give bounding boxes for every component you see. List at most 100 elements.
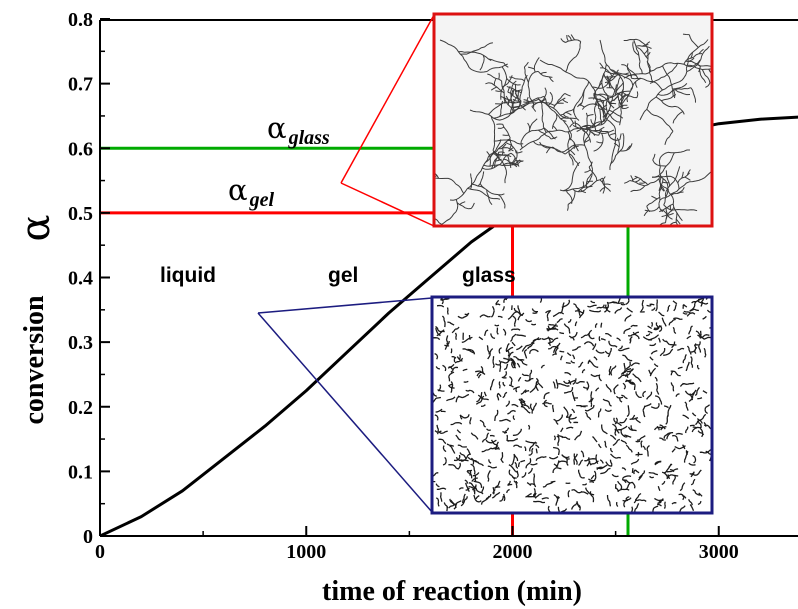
conversion-curve — [100, 115, 798, 536]
gel-branch — [477, 171, 485, 187]
gel-branch — [658, 178, 670, 191]
region-labels: liquid gel glass — [160, 264, 516, 287]
x-axis-title: time of reaction (min) — [322, 576, 582, 607]
gel-branch — [658, 149, 690, 206]
gel-branch — [573, 81, 590, 113]
gel-branch — [633, 40, 643, 74]
gel-branch — [531, 106, 537, 112]
gel-branch — [698, 68, 707, 84]
gel-branch — [527, 70, 539, 101]
gel-branch — [677, 172, 691, 184]
gel-branch — [523, 98, 540, 103]
y-tick-label: 0.2 — [68, 397, 93, 419]
gel-branch — [421, 166, 426, 171]
gel-branch — [572, 124, 589, 131]
gel-branch — [560, 38, 566, 43]
liquid-connector-lower — [257, 312, 433, 513]
gel-branch — [588, 166, 598, 181]
gel-branch — [567, 131, 574, 166]
y-axis-title: conversion — [19, 295, 50, 425]
gel-branch — [614, 82, 624, 96]
gel-branch — [599, 109, 603, 125]
gel-branch — [565, 41, 582, 73]
gel-branch — [539, 141, 554, 149]
gel-branch — [435, 177, 465, 194]
gel-branch — [670, 187, 685, 196]
gel-branch — [725, 142, 738, 149]
gel-branch — [517, 160, 524, 164]
gel-branch — [567, 204, 569, 211]
gel-branch — [623, 59, 701, 79]
gel-branch — [505, 141, 517, 154]
gel-branch — [501, 80, 514, 113]
y-tick-label: 0.8 — [68, 9, 93, 31]
gel-branch — [631, 77, 663, 91]
gel-branch — [491, 82, 505, 94]
gel-branch — [632, 41, 640, 56]
liquid-particles — [432, 297, 712, 513]
gel-branch — [492, 152, 507, 184]
gel-branch — [560, 117, 577, 120]
gel-branch — [490, 116, 496, 151]
gel-branch — [667, 189, 683, 222]
gel-branch — [604, 183, 611, 186]
gel-branch — [479, 55, 485, 71]
gel-branch — [597, 73, 605, 89]
gel-branch — [510, 80, 517, 115]
gel-branch — [626, 63, 632, 79]
gel-branch — [495, 154, 512, 158]
y-tick-label: 0.4 — [68, 268, 93, 290]
gel-branch — [578, 104, 585, 108]
gel-branch — [566, 34, 569, 42]
gel-branch — [608, 109, 624, 119]
gel-branch — [593, 147, 600, 152]
gel-branch — [665, 207, 668, 223]
gel-branch — [434, 217, 443, 225]
gel-branch — [532, 101, 535, 108]
gel-branch — [482, 152, 512, 170]
gel-branch — [502, 124, 511, 139]
gel-branch — [607, 112, 621, 123]
gel-branch — [610, 132, 625, 165]
gel-branch — [458, 51, 492, 62]
gel-branch — [507, 139, 524, 145]
x-tick-label: 3000 — [699, 541, 739, 563]
gel-branch — [659, 169, 712, 201]
y-tick-label: 0.1 — [68, 461, 93, 483]
gel-branch — [741, 172, 746, 177]
gel-branch — [720, 140, 738, 159]
gel-cluster-image — [421, 33, 747, 226]
alpha-glass-subscript: glass — [288, 127, 330, 149]
gel-branch — [657, 87, 691, 96]
y-axis-ticks: 0 0.1 0.2 0.3 0.4 0.5 0.6 0.7 0.8 — [68, 9, 110, 548]
gel-branch — [683, 39, 709, 65]
gel-branch — [596, 93, 613, 97]
x-axis-ticks: 0100020003000400050006000 — [95, 526, 739, 563]
alpha-glass-label: α glass — [267, 111, 330, 149]
gel-branch — [456, 202, 472, 210]
gel-branch — [569, 137, 579, 152]
gel-branch — [652, 159, 667, 167]
gel-branch — [508, 146, 514, 152]
gel-branch — [562, 120, 572, 135]
gel-branch — [439, 39, 508, 73]
gel-branch — [540, 87, 547, 102]
gel-connector-upper — [340, 14, 435, 184]
gel-branch — [649, 66, 654, 83]
gel-branch — [649, 63, 679, 84]
gel-branch — [543, 127, 556, 140]
gel-branch — [616, 71, 633, 77]
gel-branch — [511, 150, 518, 166]
liquid-cluster-image — [432, 297, 712, 513]
region-label-liquid: liquid — [160, 264, 216, 287]
gel-branch — [498, 147, 514, 152]
gel-branch — [552, 144, 585, 153]
gel-branch — [618, 93, 627, 108]
gel-branch — [562, 161, 581, 192]
gel-branch — [599, 94, 612, 106]
gel-branch — [553, 97, 566, 109]
gel-branch — [607, 132, 620, 141]
gel-branch — [718, 157, 747, 172]
gel-branch — [604, 84, 617, 118]
gel-branch — [725, 147, 736, 158]
